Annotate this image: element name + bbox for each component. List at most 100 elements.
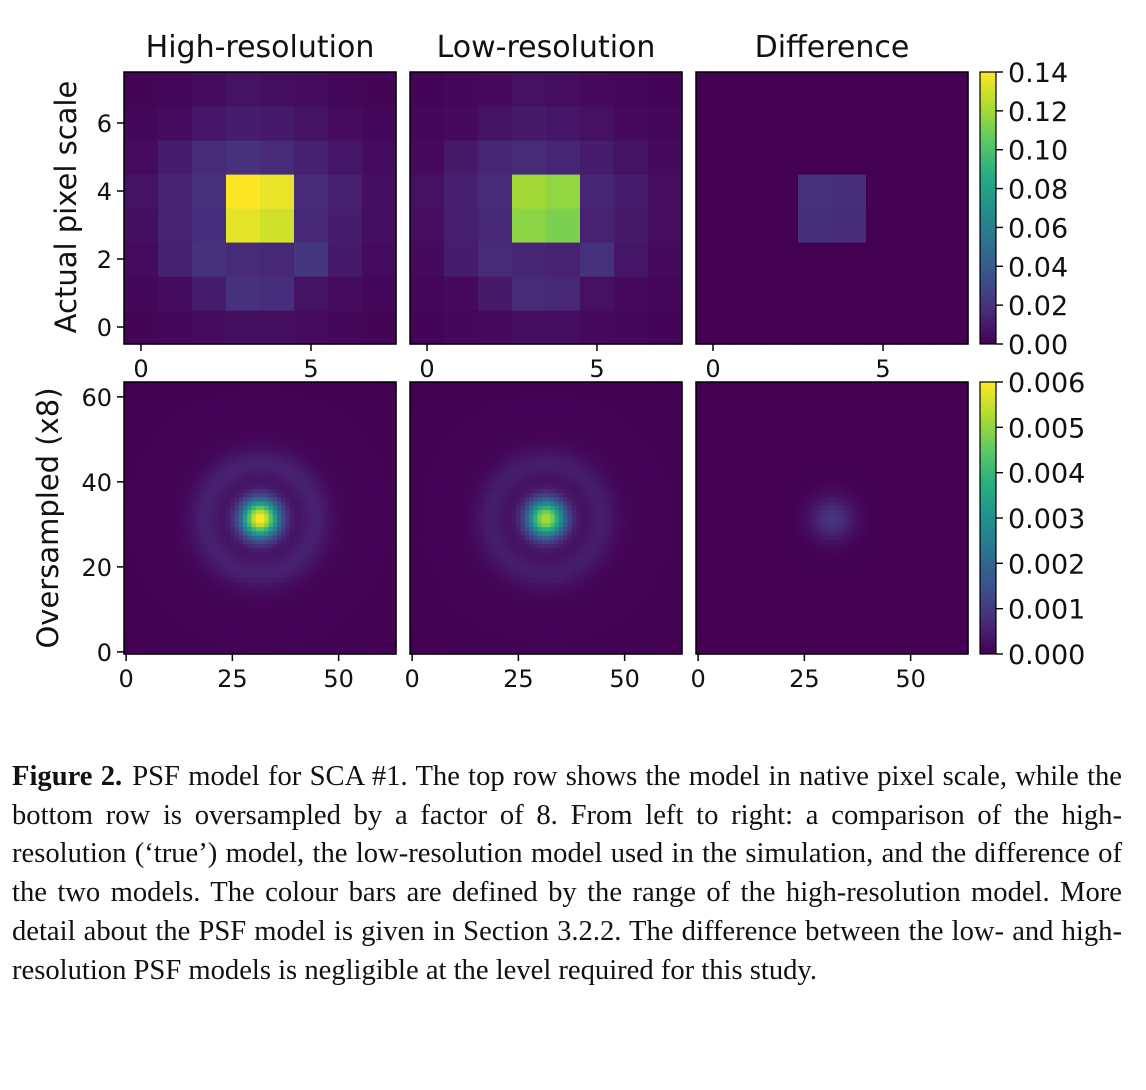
- heatmap-cell: [238, 615, 244, 621]
- heatmap-cell: [289, 445, 295, 451]
- heatmap-cell: [410, 628, 415, 634]
- heatmap-cell: [391, 513, 397, 519]
- heatmap-cell: [609, 632, 615, 638]
- heatmap-cell: [345, 441, 350, 447]
- heatmap-cell: [353, 513, 359, 519]
- heatmap-cell: [136, 620, 142, 625]
- heatmap-cell: [285, 437, 291, 443]
- heatmap-cell: [277, 390, 282, 396]
- heatmap-cell: [145, 539, 151, 545]
- heatmap-cell: [614, 208, 649, 243]
- heatmap-cell: [234, 509, 240, 515]
- heatmap-cell: [209, 492, 214, 498]
- heatmap-cell: [289, 484, 295, 489]
- heatmap-cell: [226, 543, 231, 549]
- heatmap-cell: [128, 484, 134, 489]
- heatmap-cell: [187, 386, 193, 392]
- heatmap-cell: [353, 569, 359, 574]
- heatmap-cell: [345, 509, 350, 515]
- heatmap-cell: [166, 382, 172, 387]
- heatmap-cell: [362, 420, 367, 426]
- heatmap-cell: [264, 564, 270, 570]
- heatmap-cell: [264, 501, 270, 506]
- heatmap-cell: [209, 539, 214, 545]
- heatmap-cell: [136, 607, 142, 613]
- heatmap-cell: [319, 509, 325, 515]
- heatmap-cell: [243, 539, 248, 545]
- heatmap-cell: [537, 632, 543, 638]
- heatmap-cell: [422, 645, 428, 651]
- heatmap-cell: [673, 645, 679, 651]
- heatmap-cell: [391, 437, 397, 443]
- heatmap-cell: [336, 433, 342, 438]
- heatmap-cell: [289, 467, 295, 472]
- heatmap-cell: [145, 530, 151, 536]
- heatmap-cell: [209, 509, 214, 515]
- heatmap-cell: [567, 624, 573, 630]
- heatmap-cell: [247, 382, 253, 387]
- heatmap-cell: [149, 649, 155, 655]
- heatmap-cell: [520, 641, 526, 647]
- heatmap-cell: [391, 539, 397, 545]
- heatmap-cell: [243, 552, 248, 557]
- heatmap-cell: [673, 632, 679, 638]
- heatmap-cell: [158, 492, 163, 498]
- heatmap-cell: [132, 513, 138, 519]
- heatmap-cell: [217, 522, 223, 528]
- heatmap-cell: [243, 403, 248, 409]
- heatmap-cell: [217, 441, 223, 447]
- heatmap-cell: [226, 403, 231, 409]
- heatmap-cell: [145, 577, 151, 583]
- heatmap-cell: [281, 407, 287, 413]
- heatmap-cell: [328, 428, 333, 434]
- heatmap-cell: [328, 399, 333, 404]
- heatmap-cell: [294, 72, 329, 107]
- heatmap-cell: [255, 496, 261, 502]
- heatmap-cell: [162, 594, 168, 600]
- heatmap-cell: [132, 560, 138, 566]
- heatmap-cell: [272, 488, 278, 494]
- heatmap-cell: [213, 479, 219, 485]
- heatmap-cell: [345, 458, 350, 464]
- heatmap-cell: [383, 522, 389, 528]
- heatmap-cell: [145, 547, 151, 553]
- heatmap-cell: [124, 590, 129, 596]
- heatmap-cell: [298, 428, 304, 434]
- heatmap-cell: [379, 411, 384, 417]
- heatmap-cell: [132, 564, 138, 570]
- heatmap-cell: [255, 471, 261, 477]
- heatmap-cell: [145, 501, 151, 506]
- heatmap-cell: [175, 607, 180, 613]
- heatmap-cell: [281, 403, 287, 409]
- heatmap-cell: [226, 501, 231, 506]
- heatmap-cell: [383, 479, 389, 485]
- heatmap-cell: [366, 539, 372, 545]
- heatmap-cell: [204, 505, 210, 511]
- heatmap-cell: [272, 386, 278, 392]
- heatmap-cell: [336, 611, 342, 617]
- heatmap-cell: [124, 637, 129, 642]
- heatmap-cell: [311, 390, 316, 396]
- heatmap-cell: [328, 607, 333, 613]
- heatmap-cell: [332, 611, 338, 617]
- heatmap-cell: [345, 645, 350, 651]
- heatmap-cell: [379, 628, 384, 634]
- heatmap-cell: [175, 577, 180, 583]
- heatmap-cell: [669, 641, 675, 647]
- heatmap-cell: [298, 441, 304, 447]
- heatmap-cell: [141, 492, 146, 498]
- heatmap-cell: [149, 564, 155, 570]
- heatmap-cell: [345, 603, 350, 608]
- heatmap-cell: [170, 407, 176, 413]
- heatmap-cell: [323, 637, 329, 642]
- heatmap-cell: [362, 445, 367, 451]
- heatmap-cell: [524, 641, 530, 647]
- heatmap-cell: [306, 598, 312, 604]
- heatmap-cell: [234, 428, 240, 434]
- heatmap-cell: [285, 458, 291, 464]
- heatmap-cell: [289, 433, 295, 438]
- heatmap-cell: [204, 539, 210, 545]
- heatmap-cell: [319, 484, 325, 489]
- heatmap-cell: [285, 492, 291, 498]
- heatmap-cell: [264, 403, 270, 409]
